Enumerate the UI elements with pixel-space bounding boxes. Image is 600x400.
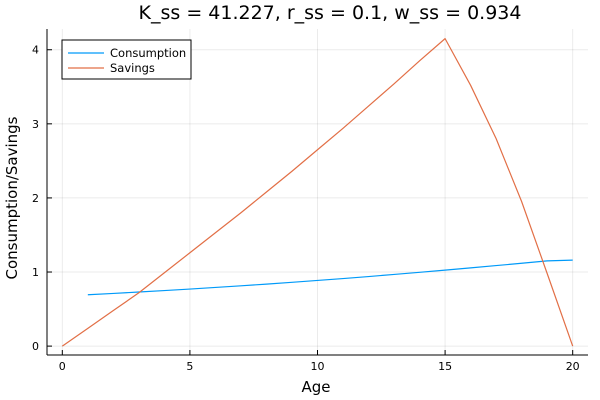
x-tick-label: 10: [311, 360, 325, 373]
y-tick-label: 4: [32, 44, 39, 57]
x-tick-label: 20: [566, 360, 580, 373]
series-lines: [61, 38, 574, 347]
x-tick-label: 5: [186, 360, 193, 373]
x-tick-label: 0: [59, 360, 66, 373]
grid: [47, 29, 588, 355]
series-line-savings: [61, 38, 574, 347]
legend-label-consumption: Consumption: [110, 46, 186, 60]
x-axis-label: Age: [301, 378, 330, 396]
legend-box: [61, 39, 192, 80]
series-line-consumption: [87, 259, 573, 296]
y-tick-label: 0: [32, 340, 39, 353]
y-axis-label: Consumption/Savings: [3, 116, 21, 279]
y-tick-label: 2: [32, 192, 39, 205]
x-tick-label: 15: [438, 360, 452, 373]
ticks: 0 5 10 15 20 0 1 2 3 4: [32, 44, 580, 373]
y-tick-label: 3: [32, 118, 39, 131]
legend-label-savings: Savings: [110, 61, 155, 75]
chart-title: K_ss = 41.227, r_ss = 0.1, w_ss = 0.934: [139, 2, 522, 24]
y-tick-label: 1: [32, 266, 39, 279]
legend: Consumption Savings: [61, 39, 192, 80]
